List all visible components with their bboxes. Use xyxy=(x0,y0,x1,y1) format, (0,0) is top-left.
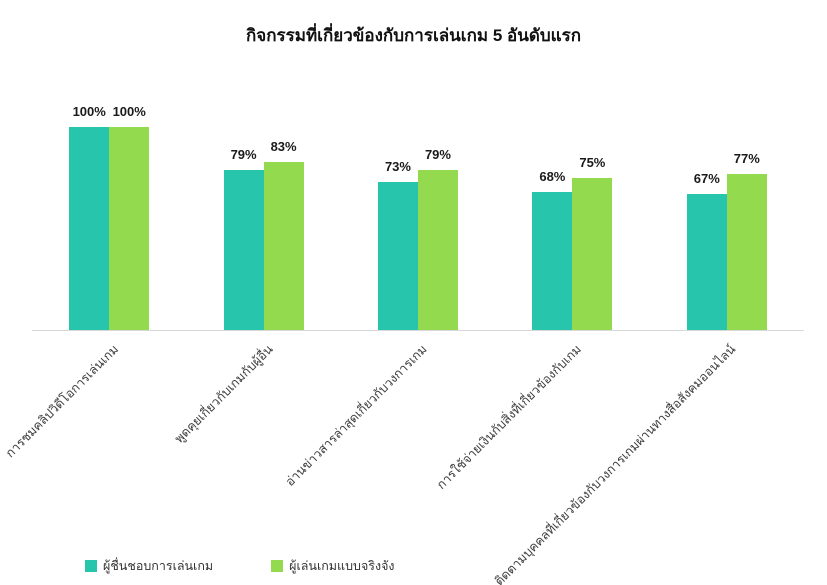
category-label: การใช้จ่ายเงินกับสิ่งที่เกี่ยวข้องกับเกม xyxy=(434,342,585,492)
category-label: ติดตามบุคคลที่เกี่ยวข้องกับวงการเกมผ่านท… xyxy=(492,342,739,585)
category-label: อ่านข่าวสารล่าสุดเกี่ยวกับวงการเกม xyxy=(283,342,430,489)
legend: ผู้ชื่นชอบการเล่นเกม ผู้เล่นเกมแบบจริงจัง xyxy=(85,556,395,576)
value-label: 79% xyxy=(424,146,451,162)
legend-label: ผู้เล่นเกมแบบจริงจัง xyxy=(289,559,395,573)
legend-item-series-1: ผู้ชื่นชอบการเล่นเกม xyxy=(85,556,213,576)
bar-series-2: 77% xyxy=(726,151,767,330)
value-label: 77% xyxy=(733,150,760,166)
category-label: พูดคุยเกี่ยวกับเกมกับผู้อื่น xyxy=(171,342,276,446)
value-label: 75% xyxy=(579,154,606,170)
bar-series-1: 67% xyxy=(686,171,727,330)
bar-group: 73% 79% อ่านข่าวสารล่าสุดเกี่ยวกับวงการเกม xyxy=(283,127,458,489)
value-label: 67% xyxy=(693,171,720,186)
bar-series-1: 100% xyxy=(69,104,110,330)
value-label: 79% xyxy=(230,146,257,162)
value-label: 73% xyxy=(384,158,411,174)
bar-series-2: 75% xyxy=(572,155,613,330)
bar-group: 100% 100% การชมคลิปวิดีโอการเล่นเกม xyxy=(3,104,150,460)
bar-series-1: 68% xyxy=(532,169,573,330)
bar-group: 68% 75% การใช้จ่ายเงินกับสิ่งที่เกี่ยวข้อง… xyxy=(435,127,613,492)
bar-group: 79% 83% พูดคุยเกี่ยวกับเกมกับผู้อื่น xyxy=(172,127,304,446)
bar-series-1: 73% xyxy=(377,159,418,330)
bar-series-1: 79% xyxy=(223,147,264,330)
value-label: 68% xyxy=(539,168,566,184)
value-label: 83% xyxy=(270,138,297,154)
legend-item-series-2: ผู้เล่นเกมแบบจริงจัง xyxy=(271,556,395,576)
value-label: 100% xyxy=(112,104,146,119)
plot-area: 100% 100% การชมคลิปวิดีโอการเล่นเกม 79% 83% พ… xyxy=(3,104,804,585)
chart-title: กิจกรรมที่เกี่ยวข้องกับการเล่นเกม 5 อันด… xyxy=(245,26,582,45)
bar-group: 67% 77% ติดตามบุคคลที่เกี่ยวข้องกับวงการเก… xyxy=(492,127,767,585)
bar-series-2: 83% xyxy=(263,139,304,330)
legend-swatch-icon xyxy=(271,560,284,572)
legend-label: ผู้ชื่นชอบการเล่นเกม xyxy=(103,559,214,573)
category-label: การชมคลิปวิดีโอการเล่นเกม xyxy=(2,342,122,461)
legend-swatch-icon xyxy=(85,560,97,572)
bar-series-2: 100% xyxy=(109,104,150,330)
bar-series-2: 79% xyxy=(417,147,458,330)
value-label: 100% xyxy=(72,104,106,119)
